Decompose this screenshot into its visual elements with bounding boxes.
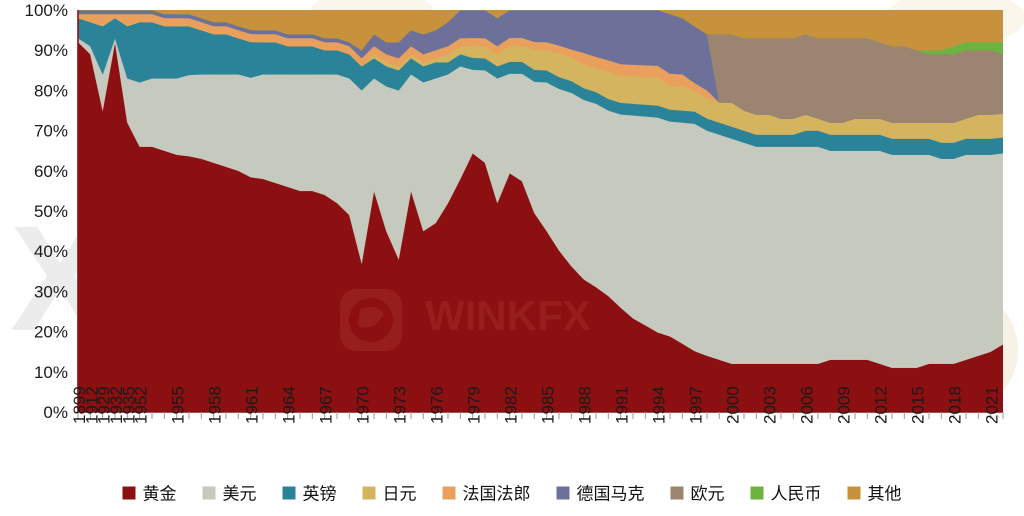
y-axis-tick-label: 70% bbox=[34, 122, 68, 141]
y-axis-tick-label: 30% bbox=[34, 282, 68, 301]
y-axis-tick-label: 60% bbox=[34, 162, 68, 181]
x-axis-tick-label: 1967 bbox=[317, 386, 336, 424]
legend-item[interactable]: 德国马克 bbox=[556, 484, 645, 503]
legend-label: 其他 bbox=[868, 484, 902, 503]
y-axis-tick-label: 0% bbox=[43, 403, 68, 422]
y-axis-labels: 0% 10% 20% 30% 40% 50% 60% 70% 80% 90% 100% bbox=[25, 1, 68, 422]
y-axis-tick-label: 40% bbox=[34, 242, 68, 261]
legend-label: 英镑 bbox=[303, 484, 337, 503]
legend-swatch bbox=[670, 486, 684, 500]
x-axis-tick-label: 2012 bbox=[872, 386, 891, 424]
legend-swatch bbox=[282, 486, 296, 500]
legend-swatch bbox=[847, 486, 861, 500]
x-axis-tick-label: 2003 bbox=[761, 386, 780, 424]
legend-swatch bbox=[362, 486, 376, 500]
chart-plot-area bbox=[78, 10, 1003, 412]
y-axis-tick-label: 20% bbox=[34, 323, 68, 342]
legend-swatch bbox=[556, 486, 570, 500]
x-axis-tick-label: 2018 bbox=[946, 386, 965, 424]
x-axis-tick-label: 1997 bbox=[687, 386, 706, 424]
y-axis-tick-label: 100% bbox=[25, 1, 68, 20]
legend-item[interactable]: 英镑 bbox=[282, 484, 337, 503]
x-axis-tick-label: 2006 bbox=[798, 386, 817, 424]
x-axis-tick-label: 2009 bbox=[835, 386, 854, 424]
chart-legend: 黄金 美元 英镑 日元 法国法郎 德国马克 欧元 人民币 其他 bbox=[122, 484, 902, 503]
x-axis-tick-label: 1958 bbox=[206, 386, 225, 424]
x-axis-tick-label: 2015 bbox=[909, 386, 928, 424]
x-axis-tick-label: 1982 bbox=[502, 386, 521, 424]
legend-item[interactable]: 法国法郎 bbox=[442, 484, 531, 503]
x-axis-tick-label: 1991 bbox=[613, 386, 632, 424]
x-axis-tick-label: 1964 bbox=[280, 386, 299, 424]
x-axis-tick-label: 2021 bbox=[983, 386, 1002, 424]
chart-axes bbox=[77, 10, 1004, 419]
y-axis-tick-label: 10% bbox=[34, 363, 68, 382]
x-axis-tick-label: 1979 bbox=[465, 386, 484, 424]
legend-swatch bbox=[122, 486, 136, 500]
x-axis-tick-label: 1929 bbox=[95, 386, 114, 424]
x-axis-tick-label: 2000 bbox=[724, 386, 743, 424]
legend-label: 德国马克 bbox=[577, 484, 645, 503]
legend-swatch bbox=[750, 486, 764, 500]
legend-item[interactable]: 日元 bbox=[362, 484, 417, 503]
x-axis-tick-label: 1961 bbox=[243, 386, 262, 424]
x-axis-tick-label: 1935 bbox=[119, 386, 138, 424]
x-axis-tick-label: 1955 bbox=[169, 386, 188, 424]
x-axis-tick-label: 1952 bbox=[132, 386, 151, 424]
legend-label: 日元 bbox=[383, 484, 417, 503]
legend-item[interactable]: 其他 bbox=[847, 484, 902, 503]
legend-label: 黄金 bbox=[143, 484, 177, 503]
x-axis-tick-label: 1985 bbox=[539, 386, 558, 424]
y-axis-tick-label: 50% bbox=[34, 202, 68, 221]
legend-item[interactable]: 欧元 bbox=[670, 484, 725, 503]
legend-label: 美元 bbox=[223, 484, 257, 503]
legend-item[interactable]: 美元 bbox=[202, 484, 257, 503]
legend-item[interactable]: 人民币 bbox=[750, 484, 822, 503]
legend-swatch bbox=[202, 486, 216, 500]
x-axis-tick-label: 1994 bbox=[650, 386, 669, 424]
legend-label: 法国法郎 bbox=[463, 484, 531, 503]
y-axis-tick-label: 80% bbox=[34, 81, 68, 100]
x-axis-tick-label: 1970 bbox=[354, 386, 373, 424]
legend-label: 人民币 bbox=[771, 484, 822, 503]
x-axis-tick-label: 1932 bbox=[107, 386, 126, 424]
y-axis-tick-label: 90% bbox=[34, 41, 68, 60]
legend-item[interactable]: 黄金 bbox=[122, 484, 177, 503]
legend-label: 欧元 bbox=[691, 484, 725, 503]
x-axis-tick-label: 1973 bbox=[391, 386, 410, 424]
x-axis-tick-label: 1976 bbox=[428, 386, 447, 424]
legend-swatch bbox=[442, 486, 456, 500]
area-series-other bbox=[78, 10, 1003, 51]
x-axis-tick-label: 1988 bbox=[576, 386, 595, 424]
x-axis-tick-label: 1912 bbox=[82, 386, 101, 424]
x-axis-tick-label: 1899 bbox=[70, 386, 89, 424]
